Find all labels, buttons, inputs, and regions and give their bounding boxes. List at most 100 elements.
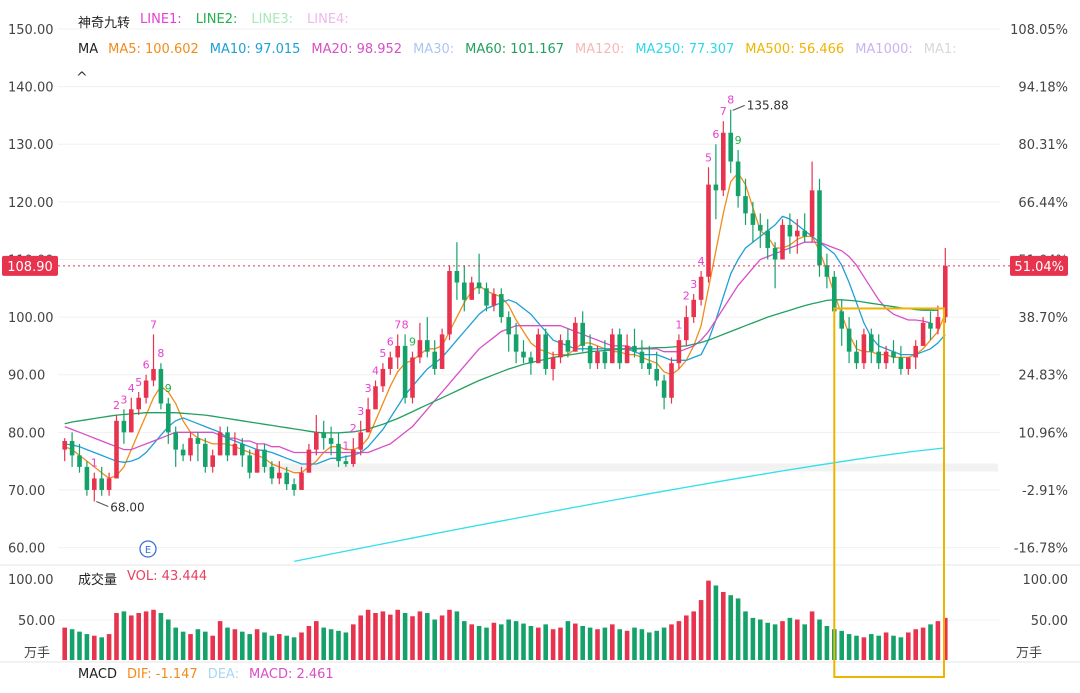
volume-tick-label: 50.00: [1031, 614, 1068, 629]
nine-turn-count: 7: [394, 318, 401, 331]
legend-ma-0: MA5: 100.602: [108, 42, 199, 57]
macd-title: MACD: [78, 667, 117, 682]
candle-body: [809, 190, 815, 237]
legend-macd-2: MACD: 2.461: [248, 667, 334, 682]
volume-bar: [395, 609, 400, 660]
candle-body: [817, 190, 822, 266]
candle-body: [928, 322, 933, 329]
volume-bar: [417, 611, 423, 660]
volume-bar: [328, 629, 334, 660]
volume-bar: [839, 630, 844, 660]
volume-bar: [462, 621, 467, 660]
candle-body: [306, 449, 312, 473]
nine-turn-legend: 神奇九转 LINE1: LINE2: LINE3: LINE4:: [78, 12, 349, 31]
candle-body: [180, 449, 186, 456]
volume-bar: [203, 631, 208, 660]
nine-turn-count: 5: [135, 376, 142, 389]
candle-body: [99, 478, 104, 490]
candle-body: [935, 317, 941, 329]
high-label-leader: [732, 104, 745, 111]
nine-turn-count: 2: [113, 399, 120, 412]
volume-bar: [876, 635, 881, 660]
volume-bar: [617, 629, 622, 660]
candle-body: [824, 265, 830, 277]
collapse-caret-icon[interactable]: ^: [76, 70, 88, 86]
volume-bar: [713, 585, 719, 660]
price-tick-label: 70.00: [8, 484, 45, 499]
candle-body: [395, 345, 400, 358]
candle-body: [291, 484, 297, 490]
volume-bar: [743, 611, 748, 660]
volume-bar: [809, 611, 815, 660]
candle-body: [846, 328, 852, 352]
legend-ma-3: MA30:: [413, 42, 455, 57]
volume-bar: [913, 629, 918, 660]
volume-bar: [624, 630, 630, 660]
volume-bar: [639, 629, 645, 660]
candle-body: [439, 334, 445, 369]
candle-body: [624, 345, 630, 364]
volume-bar: [321, 627, 326, 660]
candle-body: [772, 247, 778, 260]
candle-body: [610, 334, 615, 364]
candle-body: [758, 224, 763, 231]
volume-bar: [136, 613, 141, 660]
macd-legend: MACD DIF: -1.147 DEA: MACD: 2.461: [78, 667, 334, 682]
candle-body: [247, 455, 252, 473]
candle-body: [920, 322, 926, 346]
nine-turn-count: 5: [705, 151, 712, 164]
candle-body: [898, 357, 904, 369]
volume-bar: [343, 632, 349, 660]
candle-body: [188, 438, 193, 456]
candle-body: [691, 299, 696, 318]
volume-bar: [513, 621, 519, 660]
candle-body: [573, 322, 578, 352]
nine-turn-count: 3: [120, 393, 127, 406]
volume-bar: [380, 611, 386, 660]
candle-body: [617, 334, 622, 364]
price-tick-label: 90.00: [8, 369, 45, 384]
volume-bar: [121, 611, 127, 660]
legend-ma-4: MA60: 101.167: [465, 42, 565, 57]
candle-body: [484, 288, 489, 306]
volume-bar: [891, 635, 896, 660]
candle-body: [262, 449, 267, 467]
price-tick-label: 80.00: [8, 426, 45, 441]
candle-body: [173, 432, 178, 450]
candle-body: [832, 276, 837, 312]
candle-body: [388, 357, 393, 369]
volume-bar: [425, 613, 430, 660]
volume-bar: [817, 619, 822, 660]
volume-bar: [314, 621, 319, 660]
price-tick-label: 120.00: [8, 196, 54, 211]
candle-body: [661, 380, 667, 398]
volume-bar: [943, 617, 948, 660]
candle-body: [891, 351, 896, 358]
legend-ma-6: MA250: 77.307: [635, 42, 735, 57]
candle-body: [277, 472, 282, 479]
candle-body: [166, 403, 171, 433]
legend-line-3: LINE4:: [307, 12, 349, 27]
price-tick-label: 130.00: [8, 138, 54, 153]
volume-bar: [573, 623, 578, 660]
legend-ma-8: MA1000:: [855, 42, 913, 57]
candle-body: [432, 351, 437, 369]
candle-body: [476, 282, 482, 289]
price-tick-label: 140.00: [8, 81, 54, 96]
candle-body: [462, 282, 467, 300]
volume-bar: [410, 616, 415, 660]
candle-body: [676, 340, 682, 364]
candle-body: [121, 420, 127, 433]
candle-body: [129, 409, 134, 433]
volume-bar: [632, 627, 637, 660]
volume-bar: [602, 627, 608, 660]
percent-tick-label: 66.44%: [1018, 196, 1068, 211]
volume-bar: [247, 634, 252, 660]
percent-tick-label: 24.83%: [1018, 369, 1068, 384]
volume-bar: [151, 609, 156, 660]
volume-tick-label: 100.00: [8, 573, 54, 588]
volume-bar: [291, 637, 297, 660]
candle-body: [839, 311, 844, 329]
volume-bar: [906, 632, 911, 660]
volume-bar: [795, 619, 800, 660]
